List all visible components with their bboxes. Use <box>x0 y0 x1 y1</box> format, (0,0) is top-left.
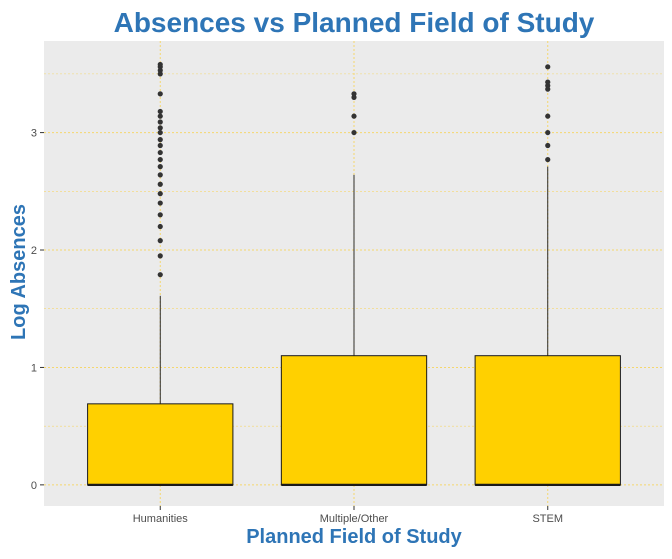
outlier-point <box>351 91 357 97</box>
outlier-point <box>157 137 163 143</box>
outlier-point <box>545 113 551 119</box>
outlier-point <box>157 238 163 244</box>
outlier-point <box>157 149 163 156</box>
outlier-point <box>157 223 163 230</box>
box <box>474 355 621 486</box>
y-tick-label: 3 <box>31 128 37 140</box>
x-tick-label: Multiple/Other <box>320 513 389 525</box>
y-tick-label: 2 <box>31 245 37 257</box>
x-tick-label: Humanities <box>133 513 189 525</box>
outlier-point <box>545 79 551 85</box>
box <box>87 403 234 486</box>
outlier-point <box>351 129 357 136</box>
y-axis-title: Log Absences <box>8 204 30 340</box>
outlier-point <box>157 125 163 131</box>
outlier-point <box>157 108 163 115</box>
chart-title: Absences vs Planned Field of Study <box>114 7 595 38</box>
x-tick-label: STEM <box>532 513 563 525</box>
outlier-point <box>157 156 163 163</box>
outlier-point <box>157 212 163 218</box>
outlier-point <box>157 113 163 119</box>
outlier-point <box>157 272 163 278</box>
outlier-point <box>545 156 551 163</box>
box <box>280 355 428 486</box>
outlier-point <box>157 200 163 206</box>
outlier-point <box>157 119 163 125</box>
outlier-point <box>157 142 163 149</box>
axis-layer: 0 1 2 3 Humanities Multiple/Other STEM <box>31 128 563 525</box>
outlier-point <box>545 64 551 70</box>
outlier-point <box>157 181 163 187</box>
box-layer <box>87 61 621 486</box>
outlier-point <box>157 253 163 259</box>
outlier-point <box>157 191 163 197</box>
outlier-point <box>157 91 163 97</box>
outlier-point <box>351 113 357 119</box>
outlier-point <box>157 129 163 136</box>
outlier-point <box>545 129 551 136</box>
y-tick-label: 0 <box>31 480 37 492</box>
outlier-point <box>545 142 551 149</box>
x-axis-title: Planned Field of Study <box>246 526 462 548</box>
outlier-point <box>157 61 163 68</box>
y-tick-label: 1 <box>31 362 37 374</box>
outlier-point <box>157 164 163 170</box>
outlier-point <box>157 172 163 178</box>
